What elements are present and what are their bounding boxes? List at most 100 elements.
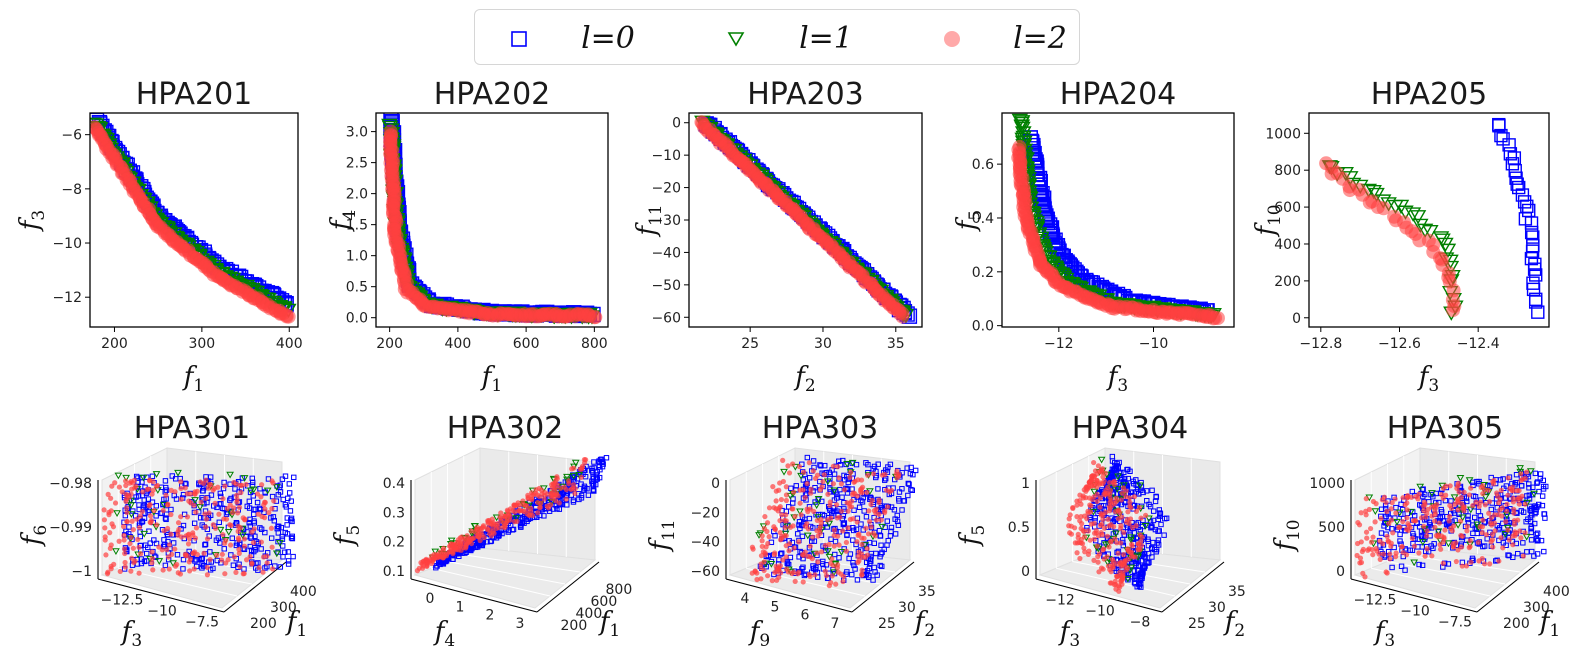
data-point [121, 546, 128, 552]
data-point [1077, 555, 1083, 562]
data-point [835, 533, 841, 539]
data-point [242, 517, 248, 523]
y-tick-label: 300 [270, 600, 297, 616]
y-tick-label: 2.0 [346, 187, 368, 203]
data-point [222, 571, 228, 577]
data-point [137, 533, 143, 540]
y-tick-label: 3.0 [346, 125, 368, 141]
data-point [121, 537, 127, 543]
data-point [854, 539, 860, 545]
data-point [144, 550, 150, 557]
data-point [1541, 511, 1547, 517]
data-point [808, 490, 814, 496]
y-tick-label: −12 [52, 290, 82, 306]
data-point [828, 515, 834, 521]
z-tick-label: 0.5 [1008, 520, 1030, 536]
data-point [881, 477, 888, 483]
data-point [1502, 138, 1516, 152]
data-point [124, 505, 130, 511]
data-point [129, 518, 135, 524]
data-point [1393, 504, 1399, 511]
data-point [175, 520, 182, 526]
data-point [234, 492, 240, 498]
data-point [1118, 497, 1125, 503]
data-point [154, 482, 161, 489]
data-point [877, 533, 884, 539]
x-tick-label: 1 [456, 599, 465, 615]
data-point [882, 471, 888, 478]
data-point [1133, 508, 1140, 514]
data-point [804, 454, 811, 461]
data-point [859, 490, 865, 496]
data-point [1096, 569, 1102, 575]
data-point [1013, 116, 1030, 132]
data-point [276, 540, 284, 547]
y-axis-label: f2 [913, 607, 935, 641]
data-point [234, 499, 240, 505]
x-axis-line [725, 578, 853, 613]
data-point [853, 526, 860, 532]
data-point [105, 569, 111, 575]
data-point [860, 494, 866, 501]
data-point [830, 508, 837, 514]
x-tick-label: −12.5 [101, 593, 144, 609]
y-tick-label: 35 [918, 584, 936, 600]
data-point [1098, 565, 1105, 571]
data-point [188, 500, 194, 506]
data-point [214, 552, 220, 558]
data-point [1092, 468, 1099, 474]
data-point [578, 495, 585, 501]
y-axis-label: f2 [1223, 607, 1245, 641]
data-point [487, 527, 493, 533]
data-point [144, 558, 150, 564]
data-point [290, 553, 296, 560]
data-point [174, 469, 182, 477]
data-point [150, 487, 156, 493]
data-point [282, 502, 289, 508]
data-point [246, 487, 255, 495]
data-point [1090, 488, 1099, 496]
data-point [184, 514, 191, 520]
data-point [1126, 495, 1133, 501]
data-point [859, 567, 865, 573]
x-tick-label: 2 [486, 608, 495, 624]
data-point [891, 507, 898, 513]
data-point [1129, 541, 1135, 547]
data-point [520, 508, 526, 514]
data-point [198, 499, 204, 505]
data-point [139, 508, 145, 515]
data-point [1081, 513, 1088, 519]
data-point [848, 498, 855, 504]
series-l0 [90, 113, 294, 313]
y-tick-label: 600 [1274, 200, 1301, 216]
z-tick-label: −20 [690, 505, 720, 521]
data-point [147, 513, 154, 519]
data-point [787, 524, 794, 530]
data-point [491, 530, 497, 536]
x-axis-line [97, 578, 225, 613]
data-point [285, 561, 292, 567]
data-point [801, 572, 808, 579]
data-point [1121, 469, 1127, 476]
data-point [823, 572, 830, 579]
data-point [1103, 559, 1112, 567]
data-point [1503, 147, 1518, 161]
data-point [1210, 311, 1225, 326]
data-point [829, 556, 835, 562]
data-point [1125, 475, 1131, 482]
data-point [1541, 548, 1547, 555]
x-tick-label: 800 [581, 336, 608, 352]
data-point [186, 531, 192, 537]
data-point [208, 492, 215, 498]
x-tick-label: −7.5 [185, 615, 219, 631]
data-point [525, 492, 531, 499]
data-point [814, 495, 823, 503]
data-point [529, 492, 536, 498]
data-point [263, 487, 272, 495]
data-point [286, 481, 293, 487]
data-point [835, 569, 841, 575]
data-point [123, 496, 129, 502]
data-point [228, 495, 234, 502]
y-tick-label: −60 [651, 310, 681, 326]
